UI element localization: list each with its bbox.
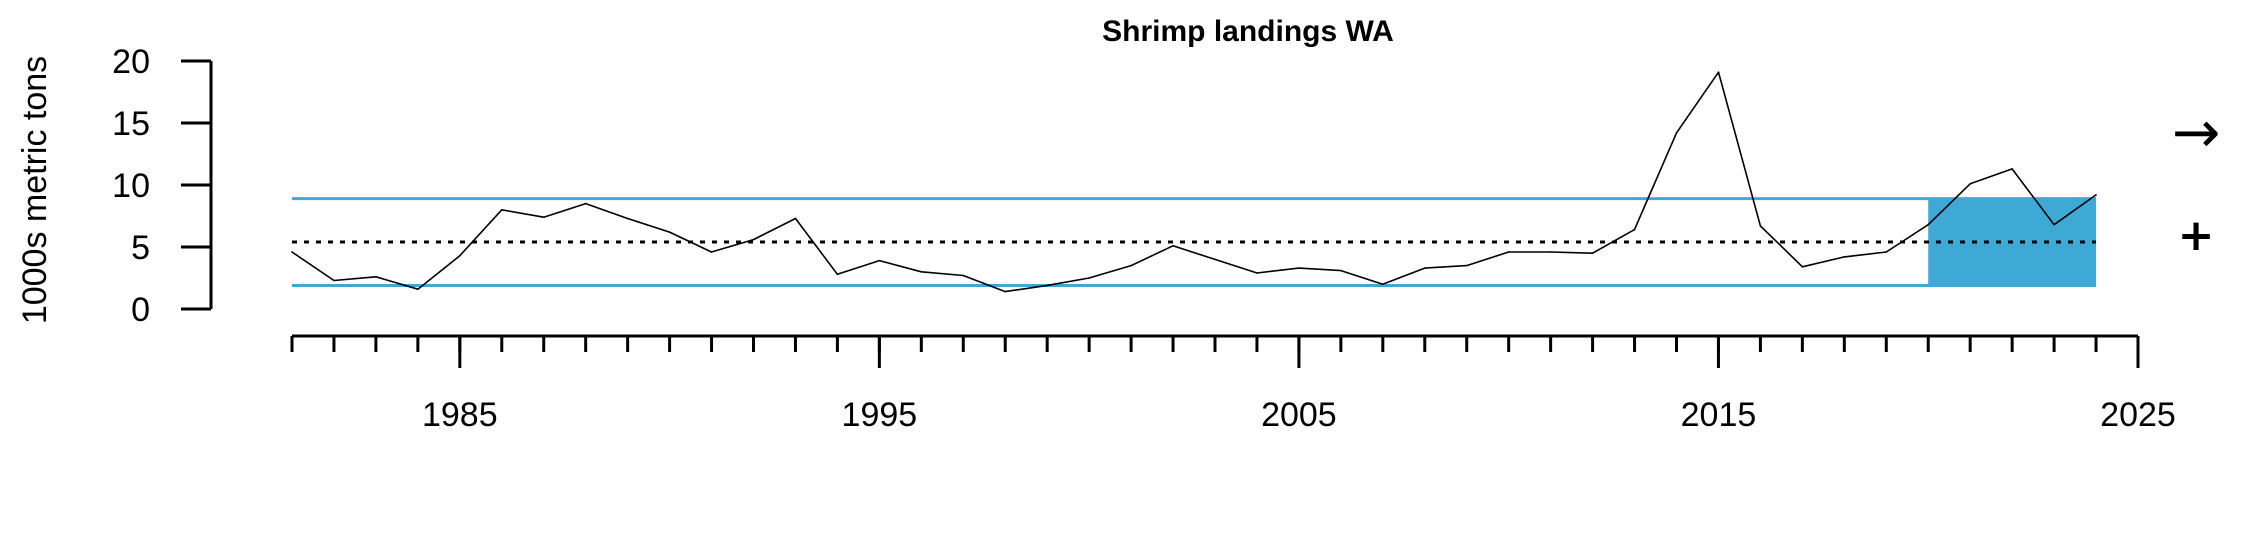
data-point <box>1172 244 1174 247</box>
data-point <box>1633 228 1636 231</box>
data-point <box>1256 272 1258 274</box>
data-point <box>1423 267 1426 269</box>
data-point <box>291 251 293 253</box>
data-point <box>1843 256 1846 258</box>
data-point <box>1004 290 1007 293</box>
x-axis: 1985 1995 2005 2015 2025 <box>290 334 2176 434</box>
data-point <box>2053 223 2055 226</box>
y-tick-label: 10 <box>112 167 150 205</box>
y-axis: 0 5 10 15 20 <box>112 43 213 329</box>
series-line-0 <box>291 71 2097 293</box>
data-point <box>920 271 923 273</box>
x-tick-label: 2005 <box>1261 396 1337 434</box>
series-layer <box>291 71 2097 293</box>
data-point <box>1465 264 1468 267</box>
data-point <box>375 275 377 278</box>
data-point <box>1130 264 1132 267</box>
data-point <box>962 274 965 277</box>
data-point <box>1885 251 1888 253</box>
data-point <box>1927 223 1930 226</box>
x-tick-label: 2025 <box>2100 396 2176 434</box>
chart-title: Shrimp landings WA <box>1102 15 1394 48</box>
data-point <box>2011 168 2013 170</box>
data-point <box>500 209 503 211</box>
data-point <box>333 279 335 282</box>
data-point <box>542 216 545 219</box>
data-point <box>1507 251 1510 253</box>
data-point <box>1801 266 1804 268</box>
data-point <box>626 217 629 220</box>
mean-plus-icon: + <box>2178 210 2215 261</box>
data-point <box>1298 267 1300 269</box>
data-point <box>1969 182 1971 185</box>
data-point <box>1046 284 1048 287</box>
x-tick-label: 1985 <box>422 396 498 434</box>
y-tick-label: 20 <box>112 43 150 81</box>
y-tick-label: 5 <box>131 229 150 267</box>
trend-arrow-icon: → <box>2172 98 2221 166</box>
data-point <box>1591 252 1594 254</box>
data-point <box>1549 251 1552 253</box>
data-point <box>1759 225 1762 227</box>
y-tick-label: 0 <box>131 291 150 329</box>
y-tick-label: 15 <box>112 105 150 143</box>
data-point <box>836 273 839 276</box>
data-point <box>1382 283 1384 286</box>
x-tick-label: 1995 <box>842 396 918 434</box>
data-point <box>1675 132 1678 134</box>
x-tick-label: 2015 <box>1681 396 1757 434</box>
data-point <box>459 254 461 257</box>
data-point <box>794 217 797 220</box>
data-point <box>1717 71 1720 73</box>
reference-lines-layer <box>292 197 2097 287</box>
data-point <box>752 238 755 241</box>
data-point <box>878 259 881 262</box>
data-point <box>668 231 671 233</box>
data-point <box>1214 258 1216 261</box>
data-point <box>584 202 587 205</box>
data-point <box>1088 277 1090 279</box>
data-point <box>2095 194 2097 196</box>
data-point <box>710 251 713 253</box>
data-point <box>1340 269 1342 272</box>
data-point <box>417 288 419 290</box>
y-axis-label: 1000s metric tons <box>16 56 54 324</box>
